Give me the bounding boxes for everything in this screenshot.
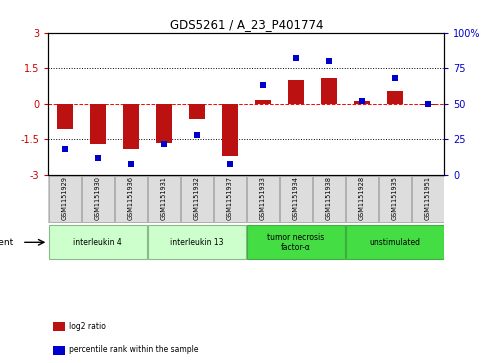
Text: GSM1151931: GSM1151931 bbox=[161, 176, 167, 220]
Point bbox=[391, 75, 399, 81]
Text: GSM1151932: GSM1151932 bbox=[194, 176, 200, 220]
Bar bbox=[115, 176, 147, 222]
Bar bbox=[412, 176, 444, 222]
Bar bbox=[214, 176, 246, 222]
Text: GSM1151929: GSM1151929 bbox=[62, 176, 68, 220]
Bar bbox=[49, 176, 81, 222]
Bar bbox=[255, 100, 271, 104]
Bar bbox=[181, 176, 213, 222]
Text: GSM1151936: GSM1151936 bbox=[128, 176, 134, 220]
Bar bbox=[420, 104, 436, 105]
Point bbox=[325, 58, 333, 64]
Bar bbox=[148, 176, 180, 222]
Point bbox=[193, 132, 201, 138]
Bar bbox=[354, 101, 370, 104]
Bar bbox=[89, 104, 106, 144]
Text: tumor necrosis
factor-α: tumor necrosis factor-α bbox=[267, 233, 325, 252]
Text: GSM1151935: GSM1151935 bbox=[392, 176, 398, 220]
Point bbox=[127, 161, 135, 167]
Text: GSM1151937: GSM1151937 bbox=[227, 176, 233, 220]
Text: GSM1151933: GSM1151933 bbox=[260, 176, 266, 220]
Bar bbox=[287, 80, 304, 104]
Text: percentile rank within the sample: percentile rank within the sample bbox=[69, 346, 199, 354]
Bar bbox=[49, 225, 147, 260]
Text: agent: agent bbox=[0, 238, 14, 247]
Title: GDS5261 / A_23_P401774: GDS5261 / A_23_P401774 bbox=[170, 19, 323, 32]
Text: GSM1151928: GSM1151928 bbox=[359, 176, 365, 220]
Bar bbox=[346, 176, 378, 222]
Bar bbox=[148, 225, 246, 260]
Bar bbox=[222, 104, 238, 156]
Point bbox=[259, 82, 267, 88]
Text: GSM1151934: GSM1151934 bbox=[293, 176, 299, 220]
Text: log2 ratio: log2 ratio bbox=[69, 322, 106, 331]
Point bbox=[424, 101, 432, 107]
Bar bbox=[82, 176, 114, 222]
Bar bbox=[386, 91, 403, 104]
Bar bbox=[313, 176, 345, 222]
Text: GSM1151938: GSM1151938 bbox=[326, 176, 332, 220]
Point bbox=[292, 56, 299, 61]
Bar bbox=[123, 104, 139, 149]
Bar bbox=[247, 176, 279, 222]
Bar bbox=[280, 176, 312, 222]
Text: GSM1151951: GSM1151951 bbox=[425, 176, 431, 220]
Bar bbox=[188, 104, 205, 119]
Text: GSM1151930: GSM1151930 bbox=[95, 176, 101, 220]
Point bbox=[226, 161, 234, 167]
Bar bbox=[379, 176, 411, 222]
Bar bbox=[57, 104, 73, 129]
Bar bbox=[321, 78, 337, 104]
Point bbox=[94, 155, 102, 161]
Bar bbox=[156, 104, 172, 143]
Point bbox=[358, 98, 366, 104]
Bar bbox=[346, 225, 444, 260]
Bar bbox=[247, 225, 345, 260]
Text: interleukin 4: interleukin 4 bbox=[73, 238, 122, 247]
Point bbox=[61, 146, 69, 152]
Text: unstimulated: unstimulated bbox=[369, 238, 420, 247]
Point bbox=[160, 141, 168, 147]
Text: interleukin 13: interleukin 13 bbox=[170, 238, 224, 247]
